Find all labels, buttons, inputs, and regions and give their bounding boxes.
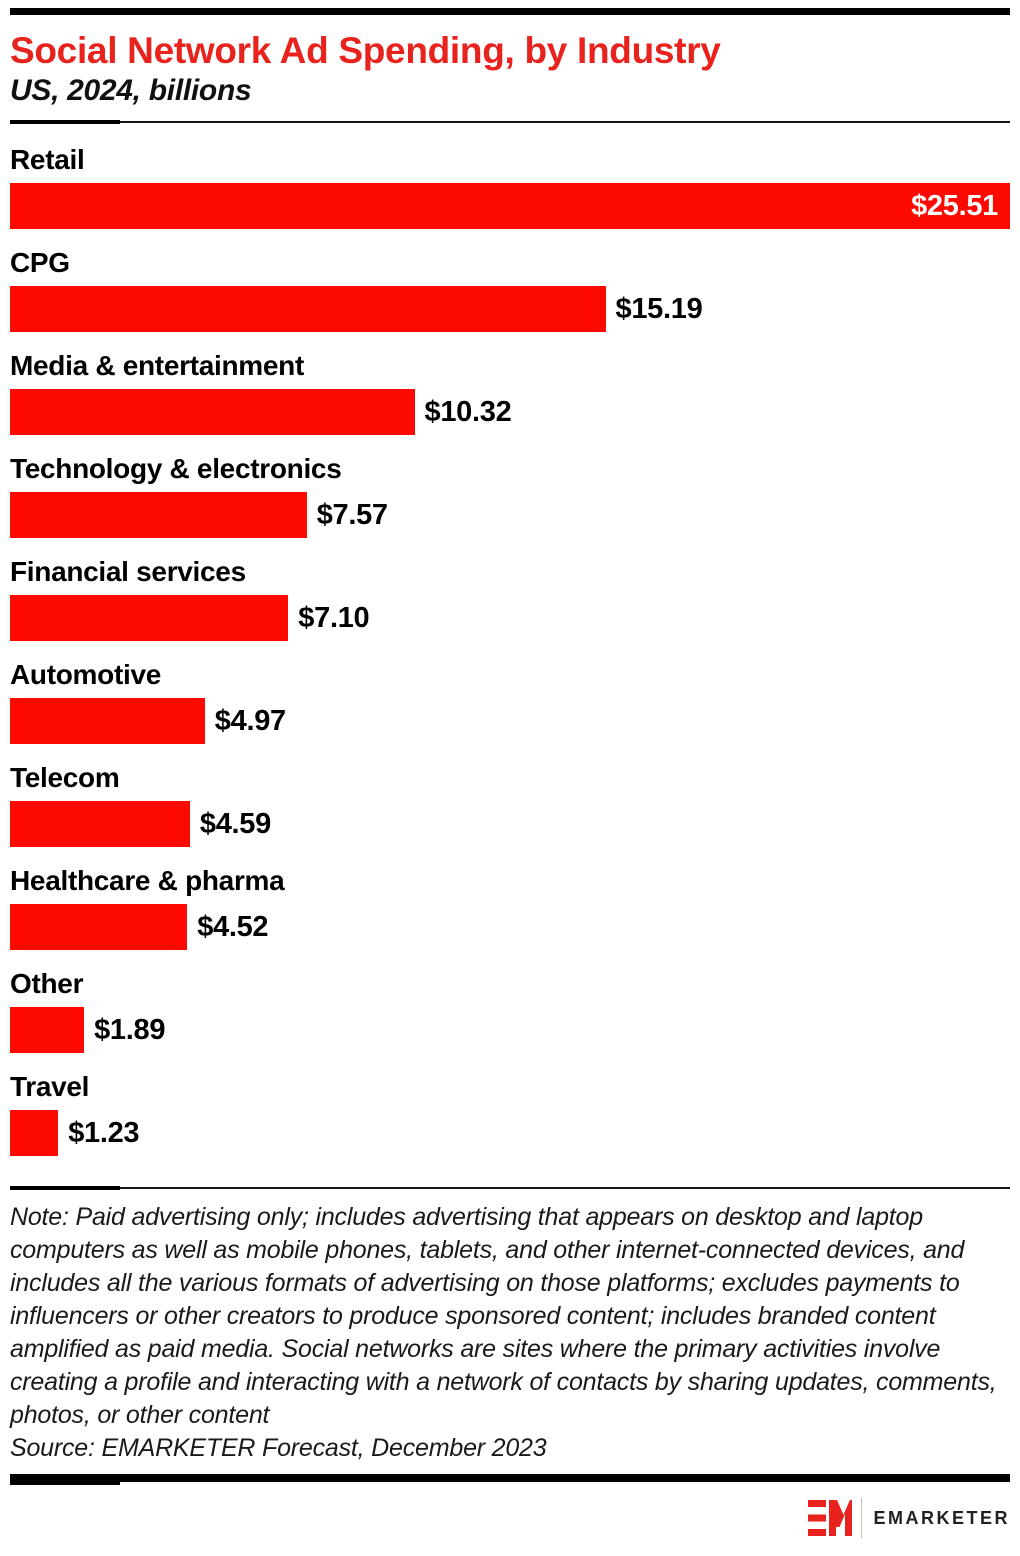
chart-page: Social Network Ad Spending, by Industry … [10,8,1010,1539]
category-label: Healthcare & pharma [10,865,285,897]
value-label: $1.23 [68,1116,140,1149]
bar [10,1110,59,1157]
bar-track: $15.19 [10,286,1010,333]
bar [10,698,205,745]
value-label: $4.59 [199,807,271,840]
logo-row: EMARKETER [10,1498,1010,1539]
bar-track: $10.32 [10,389,1010,436]
bar-track: $4.52 [10,904,1010,951]
bar-group: Other $1.89 [10,967,1010,1054]
value-label: $7.57 [316,498,388,531]
emarketer-em-icon [808,1500,853,1537]
chart-note: Note: Paid advertising only; includes ad… [10,1203,997,1430]
emarketer-logo-text: EMARKETER [873,1507,1010,1528]
bar [10,1007,85,1054]
category-label: Financial services [10,556,246,588]
category-label: CPG [10,247,70,279]
category-label: Media & entertainment [10,350,304,382]
value-label: $1.89 [94,1013,166,1046]
bar-track: $4.59 [10,801,1010,848]
category-label: Telecom [10,762,120,794]
bar-track: $1.23 [10,1110,1010,1157]
category-label: Travel [10,1071,90,1103]
bar-track: $7.57 [10,492,1010,539]
bar-group: CPG $15.19 [10,246,1010,333]
bar-track: $7.10 [10,595,1010,642]
logo-separator [861,1498,863,1539]
bar [10,389,415,436]
value-label: $7.10 [298,601,370,634]
bar-group: Travel $1.23 [10,1070,1010,1157]
value-label: $10.32 [424,395,512,428]
bar [10,904,188,951]
category-label: Retail [10,144,85,176]
chart-source: Source: EMARKETER Forecast, December 202… [10,1434,547,1463]
bar-group: Media & entertainment $10.32 [10,349,1010,436]
bar-group: Retail $25.51 [10,143,1010,230]
value-label: $4.52 [197,910,269,943]
bar-track: $1.89 [10,1007,1010,1054]
bar [10,801,190,848]
bar-group: Telecom $4.59 [10,761,1010,848]
bar-group: Healthcare & pharma $4.52 [10,864,1010,951]
header-divider [10,120,1010,125]
category-label: Automotive [10,659,162,691]
category-label: Other [10,968,84,1000]
bar [10,492,307,539]
chart-subtitle: US, 2024, billions [10,74,252,108]
category-label: Technology & electronics [10,453,342,485]
bar [10,286,606,333]
bar-track: $4.97 [10,698,1010,745]
value-label: $15.19 [615,292,703,325]
bar-track: $25.51 [10,183,1010,230]
bar-group: Automotive $4.97 [10,658,1010,745]
bar [10,595,289,642]
footer-divider [10,1186,1010,1191]
chart-title: Social Network Ad Spending, by Industry [10,30,721,71]
bar: $25.51 [10,183,1010,230]
bar-group: Technology & electronics $7.57 [10,452,1010,539]
top-rule [10,8,1010,15]
bar-chart: Retail $25.51 CPG $15.19 Media & entertainme… [10,143,1010,1157]
bar-group: Financial services $7.10 [10,555,1010,642]
value-label: $4.97 [214,704,286,737]
value-label: $25.51 [911,189,998,222]
bottom-rule [10,1474,1010,1486]
